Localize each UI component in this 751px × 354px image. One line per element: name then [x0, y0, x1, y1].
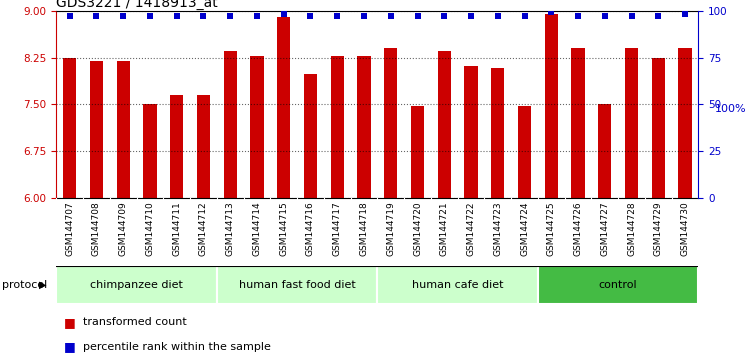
- Bar: [491, 68, 505, 198]
- Bar: [197, 95, 210, 198]
- Text: GSM144725: GSM144725: [547, 202, 556, 256]
- Bar: [544, 14, 558, 198]
- Text: GSM144727: GSM144727: [600, 202, 609, 256]
- Bar: [411, 106, 424, 198]
- Text: GSM144718: GSM144718: [360, 202, 369, 256]
- Text: GSM144720: GSM144720: [413, 202, 422, 256]
- Text: ■: ■: [64, 316, 76, 329]
- Text: GSM144716: GSM144716: [306, 202, 315, 256]
- Text: GSM144711: GSM144711: [172, 202, 181, 256]
- Bar: [217, 266, 378, 304]
- Text: GSM144726: GSM144726: [574, 202, 583, 256]
- Bar: [250, 56, 264, 198]
- Text: GSM144722: GSM144722: [466, 202, 475, 256]
- Bar: [63, 57, 77, 198]
- Bar: [90, 61, 103, 198]
- Text: chimpanzee diet: chimpanzee diet: [90, 280, 183, 290]
- Text: GSM144712: GSM144712: [199, 202, 208, 256]
- Text: ▶: ▶: [39, 280, 47, 290]
- Text: GSM144707: GSM144707: [65, 202, 74, 256]
- Bar: [625, 48, 638, 198]
- Bar: [464, 65, 478, 198]
- Text: GSM144723: GSM144723: [493, 202, 502, 256]
- Bar: [277, 17, 291, 198]
- Bar: [357, 56, 371, 198]
- Text: GSM144730: GSM144730: [680, 202, 689, 256]
- Bar: [143, 104, 157, 198]
- Text: GSM144710: GSM144710: [146, 202, 155, 256]
- Bar: [518, 106, 531, 198]
- Text: GDS3221 / 1418913_at: GDS3221 / 1418913_at: [56, 0, 218, 10]
- Bar: [224, 51, 237, 198]
- Bar: [304, 74, 317, 198]
- Text: human cafe diet: human cafe diet: [412, 280, 503, 290]
- Text: GSM144713: GSM144713: [226, 202, 235, 256]
- Y-axis label: 100%: 100%: [715, 104, 746, 114]
- Text: GSM144717: GSM144717: [333, 202, 342, 256]
- Bar: [598, 104, 611, 198]
- Text: protocol: protocol: [2, 280, 47, 290]
- Text: GSM144721: GSM144721: [440, 202, 449, 256]
- Bar: [56, 266, 217, 304]
- Text: GSM144728: GSM144728: [627, 202, 636, 256]
- Text: GSM144709: GSM144709: [119, 202, 128, 256]
- Bar: [170, 95, 183, 198]
- Text: GSM144724: GSM144724: [520, 202, 529, 256]
- Text: GSM144714: GSM144714: [252, 202, 261, 256]
- Bar: [384, 48, 397, 198]
- Bar: [652, 57, 665, 198]
- Bar: [438, 51, 451, 198]
- Bar: [538, 266, 698, 304]
- Text: control: control: [599, 280, 638, 290]
- Bar: [572, 48, 585, 198]
- Bar: [330, 56, 344, 198]
- Text: human fast food diet: human fast food diet: [239, 280, 355, 290]
- Text: transformed count: transformed count: [83, 317, 186, 327]
- Text: GSM144719: GSM144719: [386, 202, 395, 256]
- Text: percentile rank within the sample: percentile rank within the sample: [83, 342, 270, 352]
- Text: GSM144729: GSM144729: [654, 202, 663, 256]
- Bar: [678, 48, 692, 198]
- Bar: [378, 266, 538, 304]
- Text: ■: ■: [64, 341, 76, 353]
- Bar: [116, 61, 130, 198]
- Text: GSM144708: GSM144708: [92, 202, 101, 256]
- Text: GSM144715: GSM144715: [279, 202, 288, 256]
